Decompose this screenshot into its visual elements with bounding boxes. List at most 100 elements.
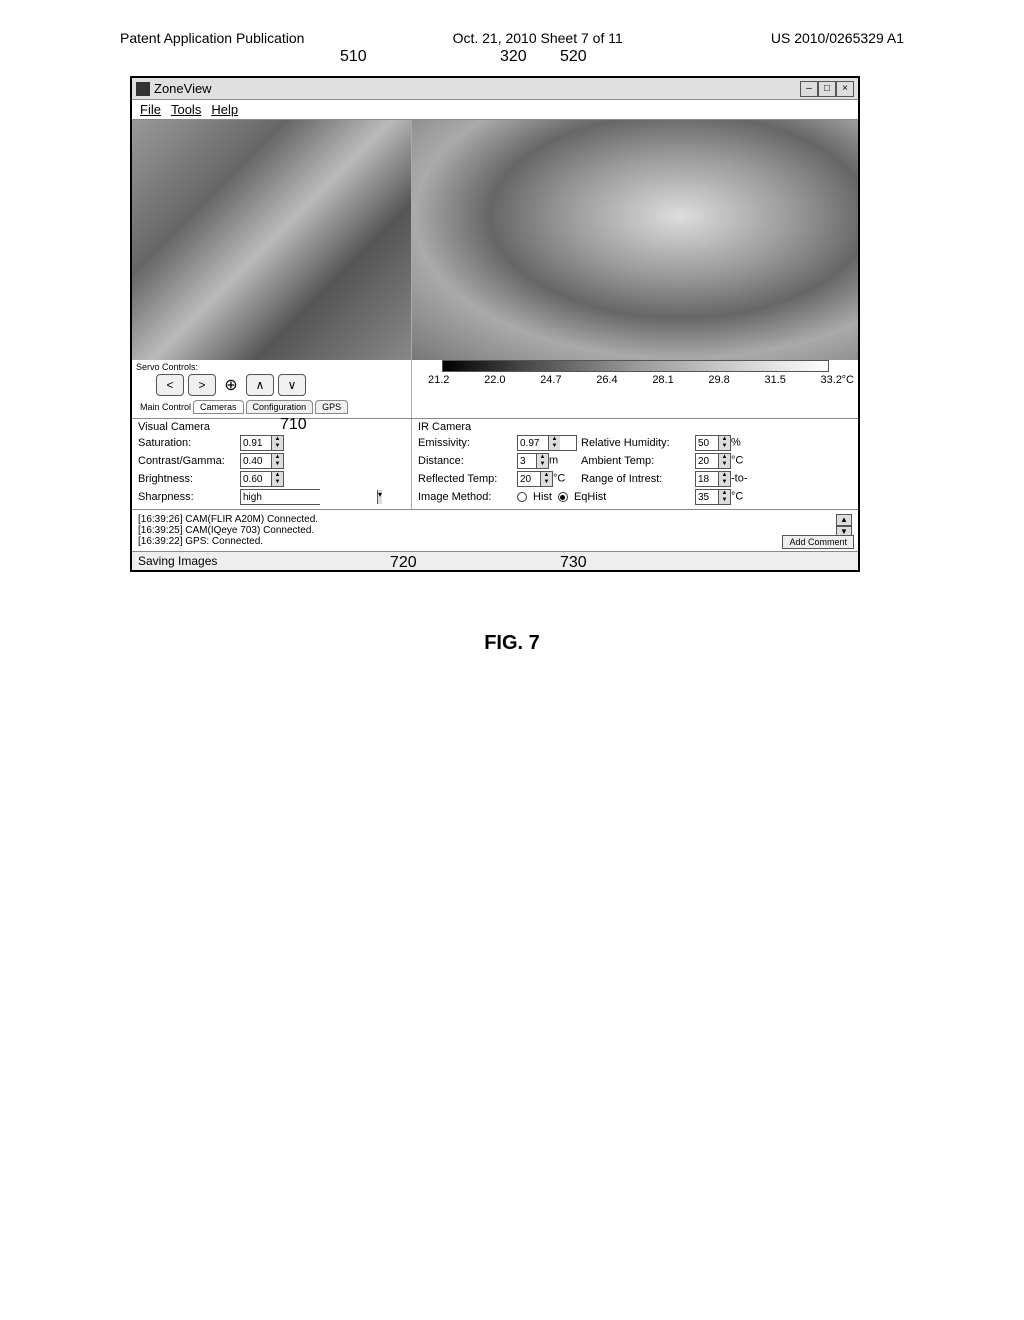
servo-left-button[interactable]: < [156,374,184,396]
spinner-down[interactable]: ▼ [272,479,283,486]
log-line: [16:39:25] CAM(IQeye 703) Connected. [138,525,836,536]
brightness-spinner[interactable]: ▲▼ [240,471,284,487]
log-panel: [16:39:26] CAM(FLIR A20M) Connected. [16… [132,509,858,551]
minimize-button[interactable]: – [800,81,818,97]
sharpness-input[interactable] [241,490,377,504]
saturation-label: Saturation: [138,437,238,449]
dropdown-arrow-icon[interactable]: ▾ [377,490,382,504]
scale-tick: 26.4 [596,374,617,386]
scale-gradient [442,360,829,372]
add-comment-button[interactable]: Add Comment [782,535,854,549]
menu-file[interactable]: File [136,102,165,117]
menu-tools[interactable]: Tools [167,102,205,117]
roi-hi-spinner[interactable]: ▲▼ [695,489,731,505]
header-center: Oct. 21, 2010 Sheet 7 of 11 [453,30,623,46]
spinner-up[interactable]: ▲ [272,436,283,443]
radio-hist-label: Hist [533,491,552,503]
distance-unit: m [549,455,558,467]
crosshair-icon: ⊕ [220,374,242,396]
contrast-spinner[interactable]: ▲▼ [240,453,284,469]
callout-520: 520 [560,48,587,66]
figure-label: FIG. 7 [130,632,894,655]
brightness-input[interactable] [241,472,271,486]
temperature-scale: 21.2 22.0 24.7 26.4 28.1 29.8 31.5 33.2 … [412,360,858,394]
statusbar: Saving Images [132,551,858,570]
ir-panel-title: IR Camera [418,421,852,433]
humidity-spinner[interactable]: ▲▼ [695,435,731,451]
saturation-input[interactable] [241,436,271,450]
radio-hist[interactable] [517,492,527,502]
roi-hi-input[interactable] [696,490,718,504]
reflected-unit: °C [553,473,565,485]
emissivity-spinner[interactable]: ▲▼ [517,435,577,451]
tab-gps[interactable]: GPS [315,400,348,414]
roi-unit: °C [731,491,743,503]
app-icon [136,82,150,96]
tab-row-label: Main Control [140,402,191,412]
scale-unit: °C [842,374,854,386]
scale-tick: 31.5 [764,374,785,386]
servo-down-button[interactable]: ∨ [278,374,306,396]
log-line: [16:39:22] GPS: Connected. [138,536,836,547]
window-title: ZoneView [154,81,212,96]
scale-tick: 21.2 [428,374,449,386]
saturation-spinner[interactable]: ▲▼ [240,435,284,451]
distance-label: Distance: [418,455,513,467]
callout-730: 730 [560,554,587,572]
spinner-down[interactable]: ▼ [272,461,283,468]
servo-label: Servo Controls: [136,362,407,372]
callout-510: 510 [340,48,367,66]
radio-eqhist-label: EqHist [574,491,606,503]
tab-configuration[interactable]: Configuration [246,400,314,414]
contrast-label: Contrast/Gamma: [138,455,238,467]
scale-tick: 29.8 [708,374,729,386]
scale-tick: 22.0 [484,374,505,386]
reflected-label: Reflected Temp: [418,473,513,485]
close-button[interactable]: × [836,81,854,97]
emissivity-input[interactable] [518,436,548,450]
ambient-label: Ambient Temp: [581,455,691,467]
scale-tick: 28.1 [652,374,673,386]
contrast-input[interactable] [241,454,271,468]
spinner-down[interactable]: ▼ [272,443,283,450]
distance-input[interactable] [518,454,536,468]
radio-eqhist[interactable] [558,492,568,502]
spinner-up[interactable]: ▲ [272,472,283,479]
scale-tick: 33.2 [821,374,842,386]
roi-lo-spinner[interactable]: ▲▼ [695,471,731,487]
method-label: Image Method: [418,491,513,503]
maximize-button[interactable]: □ [818,81,836,97]
sharpness-dropdown[interactable]: ▾ [240,489,320,505]
emissivity-label: Emissivity: [418,437,513,449]
callout-710: 710 [280,416,307,434]
sharpness-label: Sharpness: [138,491,238,503]
ambient-spinner[interactable]: ▲▼ [695,453,731,469]
titlebar: ZoneView – □ × [132,78,858,100]
distance-spinner[interactable]: ▲▼ [517,453,549,469]
log-line: [16:39:26] CAM(FLIR A20M) Connected. [138,514,836,525]
menubar: File Tools Help [132,100,858,120]
reflected-input[interactable] [518,472,540,486]
ir-viewport [412,120,858,360]
header-left: Patent Application Publication [120,30,304,46]
tab-cameras[interactable]: Cameras [193,400,244,414]
servo-right-button[interactable]: > [188,374,216,396]
scroll-up-button[interactable]: ▲ [836,514,852,526]
visual-panel-title: Visual Camera [138,421,405,433]
humidity-input[interactable] [696,436,718,450]
humidity-label: Relative Humidity: [581,437,691,449]
roi-between: -to- [731,473,748,485]
humidity-unit: % [731,437,741,449]
spinner-up[interactable]: ▲ [272,454,283,461]
roi-lo-input[interactable] [696,472,718,486]
callout-720: 720 [390,554,417,572]
ambient-input[interactable] [696,454,718,468]
header-right: US 2010/0265329 A1 [771,30,904,46]
menu-help[interactable]: Help [207,102,242,117]
visual-viewport [132,120,411,360]
brightness-label: Brightness: [138,473,238,485]
callout-320: 320 [500,48,527,66]
ambient-unit: °C [731,455,743,467]
reflected-spinner[interactable]: ▲▼ [517,471,553,487]
servo-up-button[interactable]: ∧ [246,374,274,396]
